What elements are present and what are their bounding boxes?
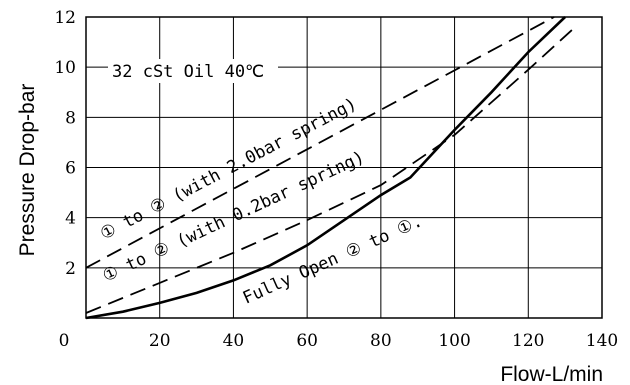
series-line-1 — [85, 28, 574, 314]
y-tick-label: 10 — [54, 58, 76, 78]
x-tick-label: 40 — [223, 331, 245, 351]
plot-frame — [85, 16, 603, 319]
series-lines — [85, 16, 574, 320]
y-tick-label: 6 — [65, 159, 76, 179]
x-axis-label: Flow-L/min — [500, 363, 603, 385]
x-tick-label: 80 — [370, 331, 392, 351]
y-tick-label: 12 — [54, 8, 76, 28]
oil-annotation: 32 cSt Oil 40℃ — [112, 62, 264, 82]
y-tick-label: 8 — [65, 108, 76, 128]
annotation-box: 32 cSt Oil 40℃ — [108, 59, 278, 83]
series-line-0 — [85, 16, 555, 269]
tick-labels: 0 20 40 60 80 100 120 140 2 4 6 8 10 12 — [54, 8, 618, 351]
y-tick-label: 4 — [65, 209, 76, 229]
x-tick-label: 100 — [438, 331, 470, 351]
x-tick-label: 20 — [149, 331, 171, 351]
x-tick-label: 60 — [296, 331, 318, 351]
x-tick-label: 0 — [59, 331, 70, 351]
axes — [85, 16, 603, 319]
y-axis-label: Pressure Drop-bar — [16, 84, 39, 257]
label-fully-open: Fully Open ② to ①. — [240, 211, 426, 308]
series-line-2 — [85, 16, 566, 320]
x-tick-label: 140 — [586, 331, 618, 351]
y-tick-label: 2 — [65, 259, 76, 279]
x-tick-label: 120 — [512, 331, 544, 351]
